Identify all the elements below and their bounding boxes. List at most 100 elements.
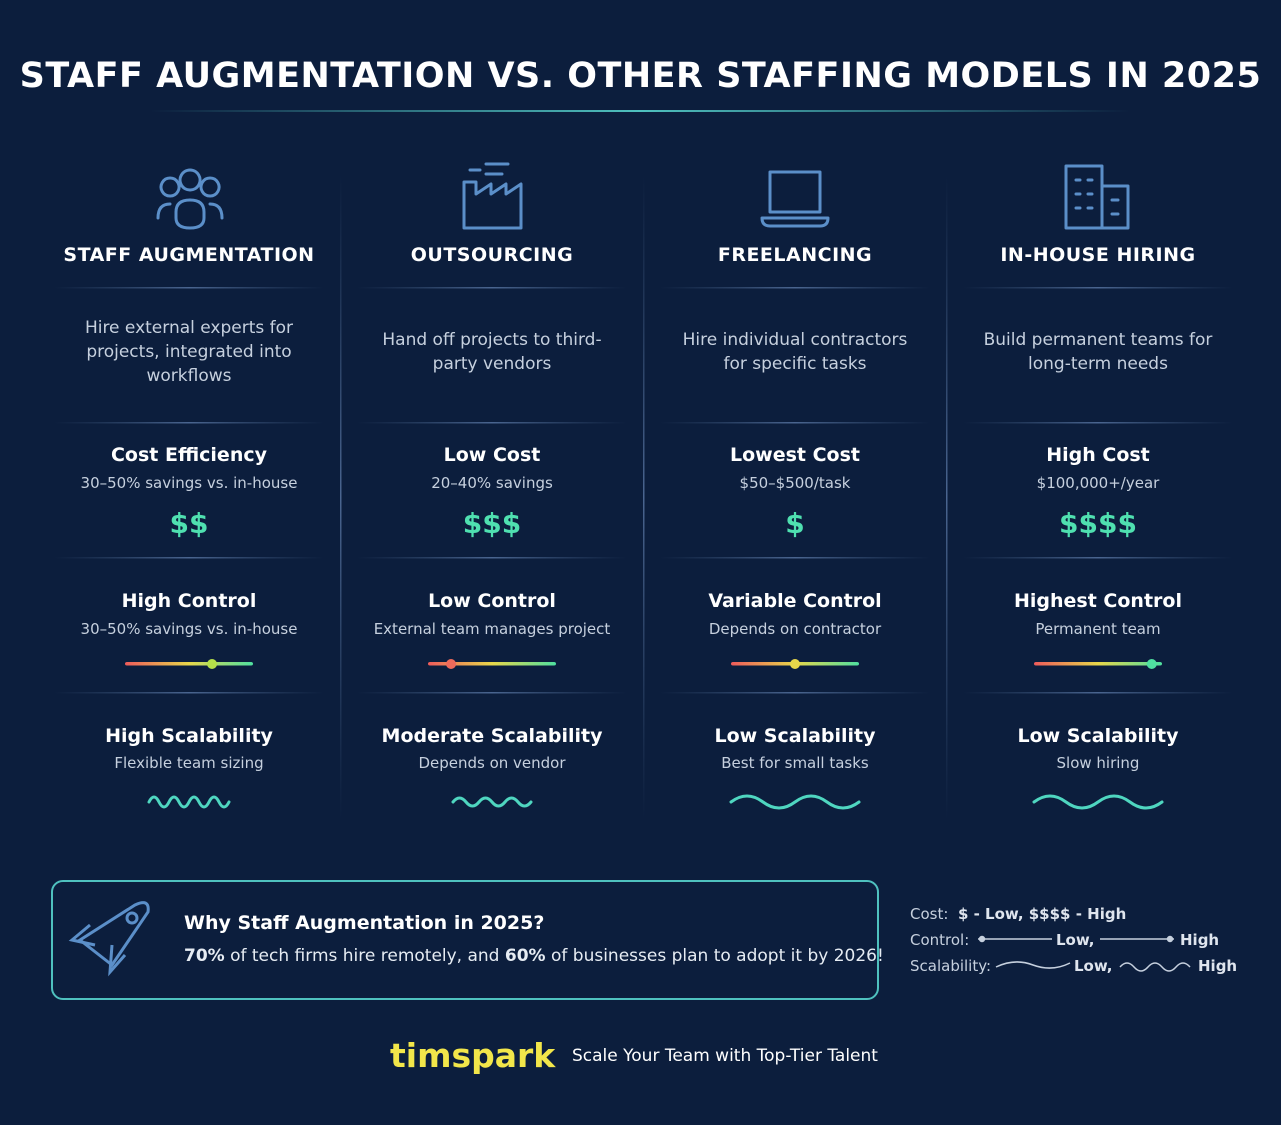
scalability-wave bbox=[1032, 794, 1164, 810]
legend-high: High bbox=[1198, 957, 1238, 975]
scalability-detail: Best for small tasks bbox=[721, 754, 869, 772]
scalability-label: High Scalability bbox=[105, 725, 273, 747]
scalability-wave bbox=[451, 796, 533, 808]
control-detail: Permanent team bbox=[1035, 620, 1161, 638]
legend-high: High bbox=[1180, 931, 1220, 949]
control-marker bbox=[790, 659, 800, 669]
callout-text: 70% of tech firms hire remotely, and 60%… bbox=[184, 946, 884, 966]
icon bbox=[156, 168, 224, 230]
description: Hire individual contractors for specific… bbox=[682, 330, 908, 374]
divider bbox=[54, 422, 324, 424]
title-underline bbox=[150, 110, 1130, 112]
divider bbox=[963, 557, 1233, 559]
control-marker bbox=[207, 659, 218, 669]
control-label: High Control bbox=[121, 590, 257, 612]
control-detail: 30–50% savings vs. in-house bbox=[80, 620, 298, 638]
divider bbox=[660, 422, 930, 424]
cost-detail: $100,000+/year bbox=[1036, 474, 1160, 492]
text: of businesses plan to adopt it by 2026! bbox=[545, 946, 884, 966]
control-label: Highest Control bbox=[1014, 590, 1182, 612]
description: Hand off projects to third-party vendors bbox=[382, 330, 602, 374]
callout-title: Why Staff Augmentation in 2025? bbox=[184, 912, 545, 934]
scalability-detail: Depends on vendor bbox=[418, 754, 566, 772]
cost-symbol: $$$$ bbox=[1059, 507, 1137, 540]
legend-cost: Cost: $ - Low, $$$$ - High bbox=[910, 905, 1126, 923]
legend-label: Scalability: bbox=[910, 957, 992, 975]
legend-low: Low, bbox=[1056, 931, 1095, 949]
brand: timspark bbox=[390, 1036, 556, 1075]
scalability-label: Low Scalability bbox=[714, 725, 876, 747]
legend-label: Cost: bbox=[910, 905, 949, 923]
control-marker bbox=[446, 659, 457, 669]
rocket-icon bbox=[68, 901, 150, 977]
divider bbox=[357, 422, 627, 424]
cost-detail: 30–50% savings vs. in-house bbox=[80, 474, 298, 492]
description-box: Hire external experts for projects, inte… bbox=[44, 300, 334, 404]
stat: 60% bbox=[504, 946, 546, 966]
scalability-label: Low Scalability bbox=[1017, 725, 1179, 747]
divider bbox=[357, 287, 627, 289]
divider bbox=[357, 557, 627, 559]
description: Hire external experts for projects, inte… bbox=[84, 318, 294, 386]
description: Build permanent teams for long-term need… bbox=[983, 330, 1213, 374]
control-slider bbox=[1034, 662, 1162, 666]
scalability-wave bbox=[147, 795, 231, 809]
divider bbox=[660, 287, 930, 289]
cost-detail: 20–40% savings bbox=[431, 474, 553, 492]
icon bbox=[1064, 164, 1130, 230]
cost-symbol: $$$ bbox=[462, 507, 522, 540]
icon bbox=[760, 170, 830, 228]
column-name: OUTSOURCING bbox=[410, 244, 574, 266]
scalability-detail: Slow hiring bbox=[1056, 754, 1140, 772]
legend-low: Low, bbox=[1074, 957, 1113, 975]
column-name: IN-HOUSE HIRING bbox=[1000, 244, 1196, 266]
cost-detail: $50–$500/task bbox=[739, 474, 851, 492]
stat: 70% bbox=[184, 946, 225, 966]
control-label: Low Control bbox=[428, 590, 556, 612]
legend-label: Control: bbox=[910, 931, 970, 949]
control-label: Variable Control bbox=[708, 590, 882, 612]
control-detail: Depends on contractor bbox=[708, 620, 882, 638]
scalability-wave bbox=[729, 794, 861, 810]
control-marker bbox=[1146, 659, 1157, 669]
cost-label: Low Cost bbox=[443, 444, 541, 466]
legend-lines bbox=[978, 935, 1191, 972]
cost-label: Lowest Cost bbox=[730, 444, 860, 466]
column-name: FREELANCING bbox=[717, 244, 873, 266]
divider bbox=[660, 692, 930, 694]
cost-symbol: $ bbox=[785, 507, 805, 540]
scalability-label: Moderate Scalability bbox=[381, 725, 603, 747]
description-box: Hire individual contractors for specific… bbox=[650, 300, 940, 404]
divider bbox=[357, 692, 627, 694]
control-detail: External team manages project bbox=[373, 620, 611, 638]
column-name: STAFF AUGMENTATION bbox=[63, 244, 315, 266]
column-divider bbox=[643, 175, 645, 820]
legend-high: High bbox=[1180, 931, 1219, 949]
cost-label: Cost Efficiency bbox=[110, 444, 267, 466]
legend-low: Low, bbox=[1074, 957, 1112, 975]
divider bbox=[54, 692, 324, 694]
control-slider bbox=[125, 662, 253, 666]
legend-scale: $ - Low, $$$$ - High bbox=[957, 905, 1127, 923]
divider bbox=[660, 557, 930, 559]
description-box: Build permanent teams for long-term need… bbox=[953, 300, 1243, 404]
text: of tech firms hire remotely, and bbox=[224, 946, 505, 966]
column-divider bbox=[946, 175, 948, 820]
scalability-detail: Flexible team sizing bbox=[114, 754, 264, 772]
icon bbox=[462, 162, 523, 230]
column-divider bbox=[340, 175, 342, 820]
control-slider bbox=[428, 662, 556, 666]
callout-box bbox=[51, 880, 879, 1000]
divider bbox=[963, 422, 1233, 424]
divider bbox=[963, 692, 1233, 694]
title: STAFF AUGMENTATION VS. OTHER STAFFING MO… bbox=[19, 56, 1262, 96]
legend-high: High bbox=[1198, 957, 1237, 975]
description-box: Hand off projects to third-party vendors bbox=[347, 300, 637, 404]
legend-low: Low, bbox=[1056, 931, 1094, 949]
cost-label: High Cost bbox=[1046, 444, 1150, 466]
divider bbox=[963, 287, 1233, 289]
divider bbox=[54, 287, 324, 289]
cost-symbol: $$ bbox=[169, 507, 209, 540]
